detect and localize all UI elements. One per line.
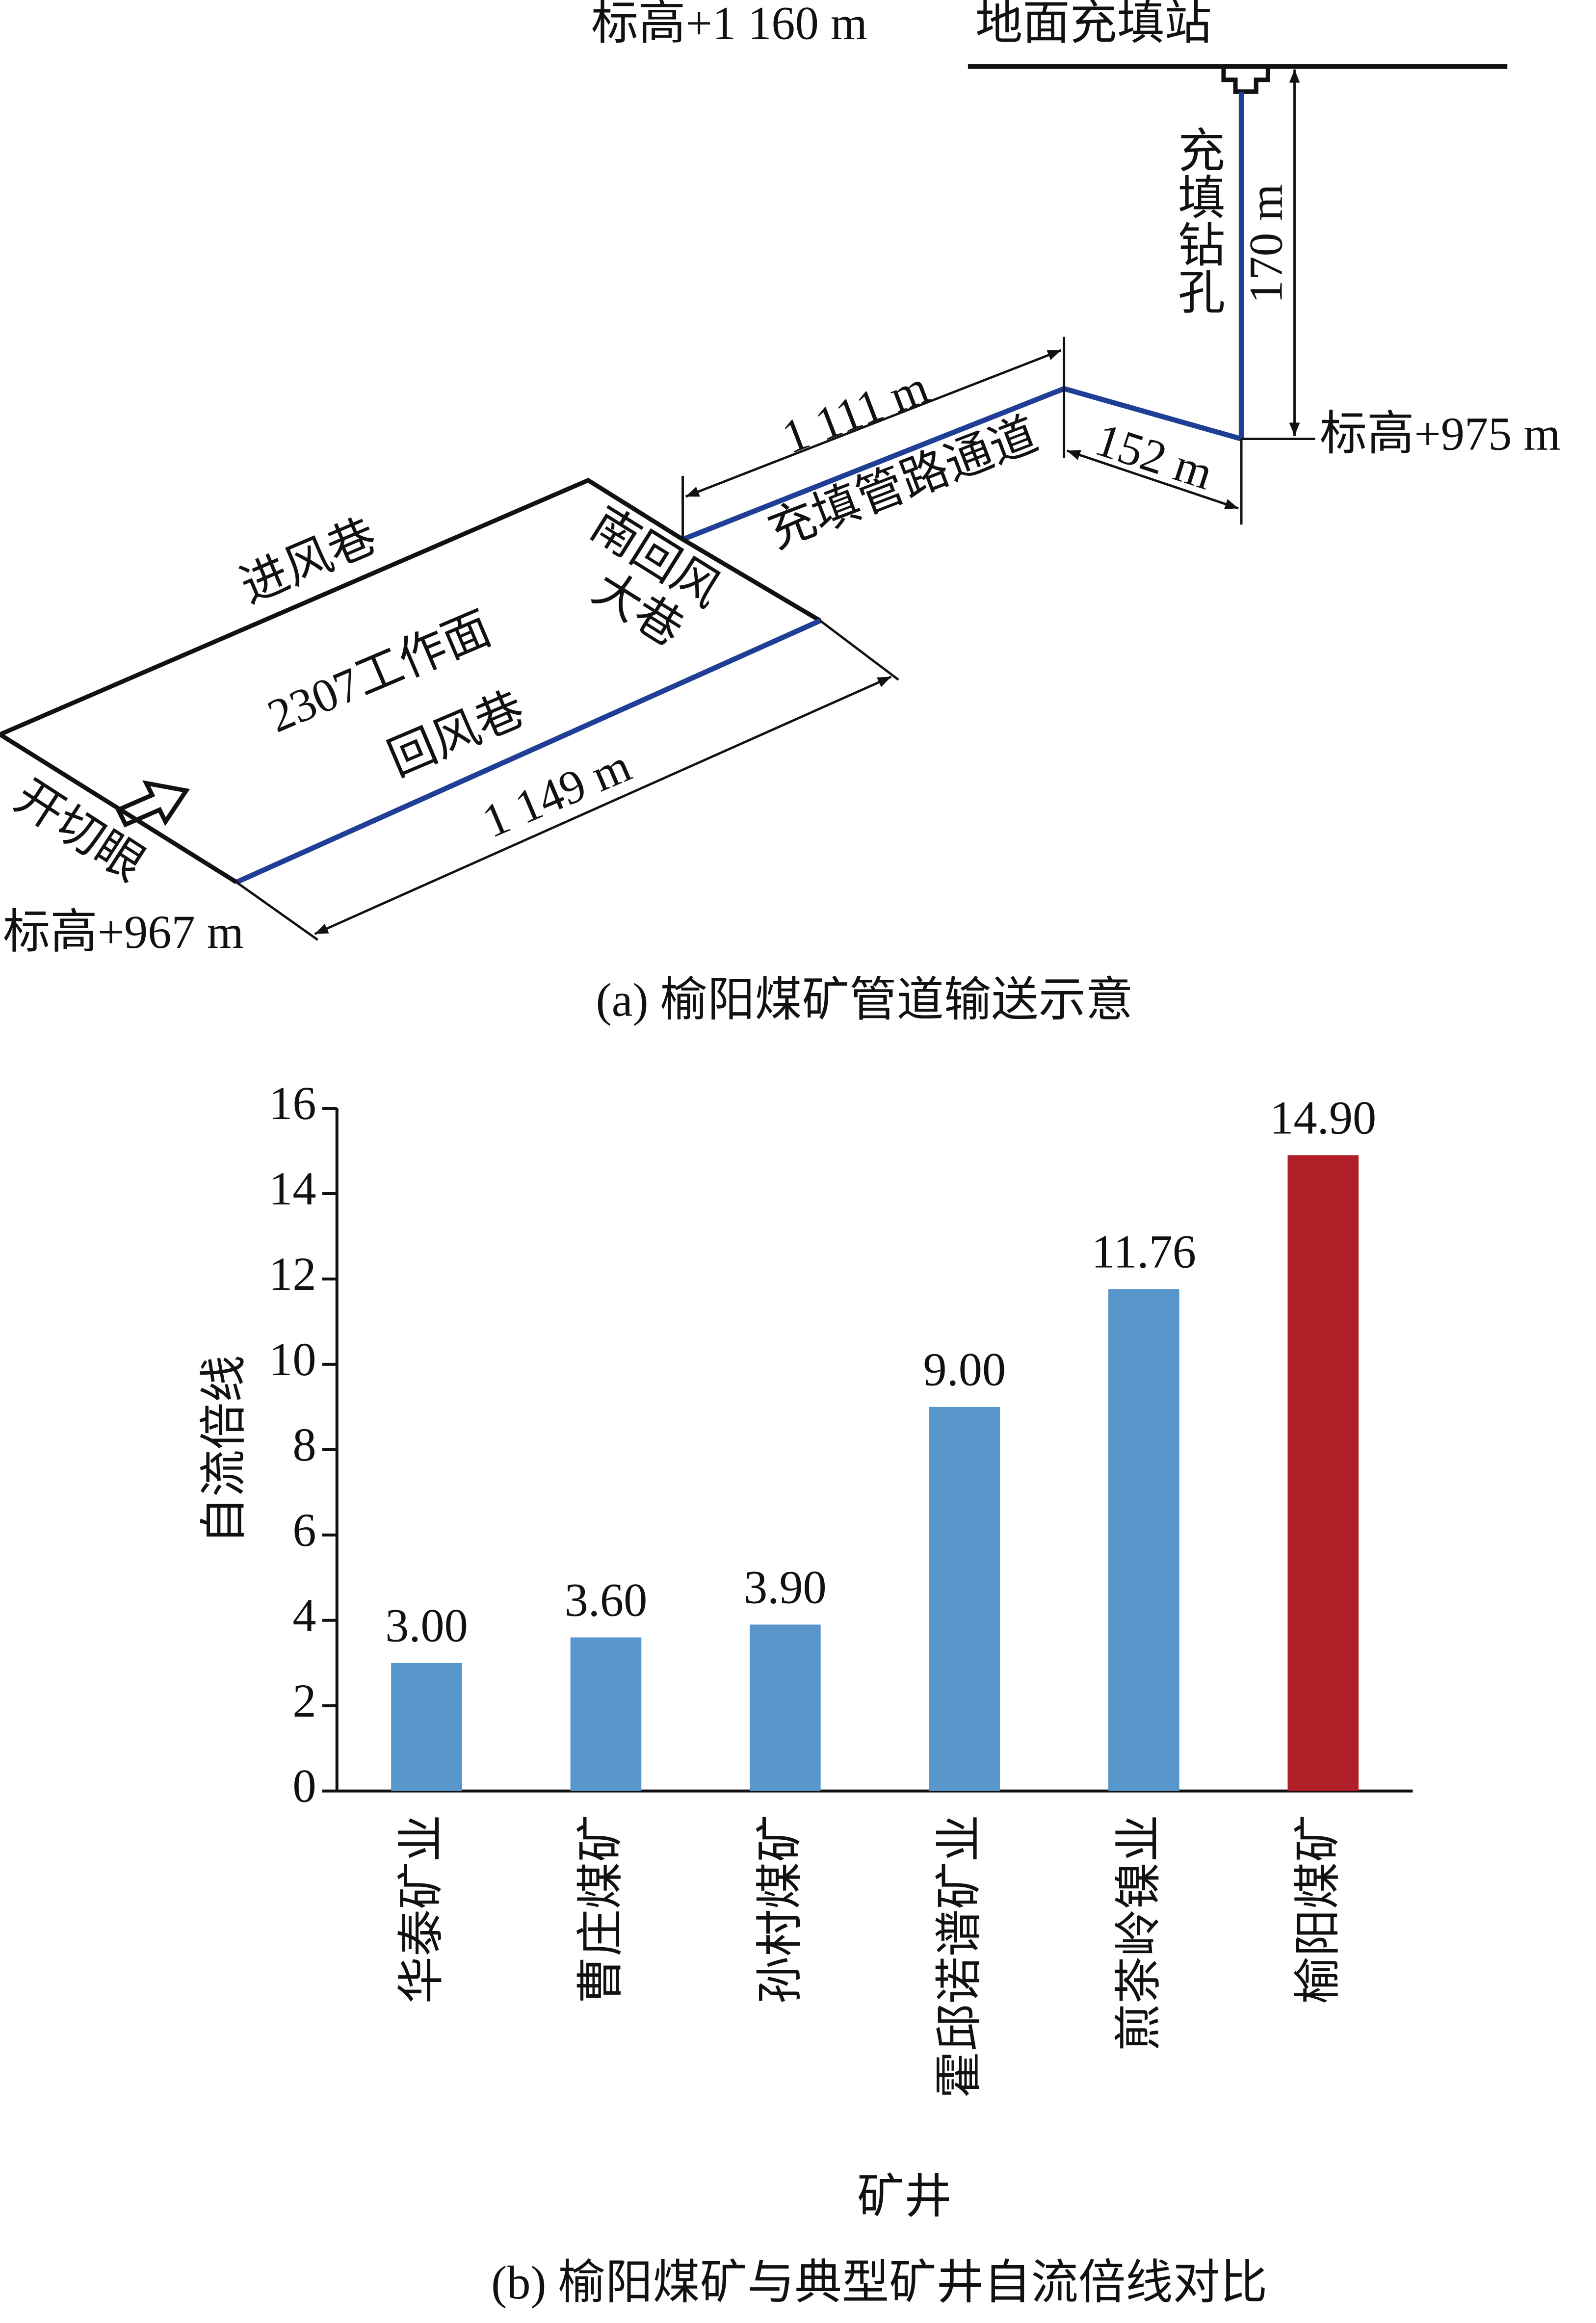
x-axis-title: 矿井 [857, 2170, 952, 2223]
x-tick-label: 霍邱诺谱矿业 [933, 1815, 986, 2098]
borehole-label: 充填钻孔 [1171, 126, 1224, 315]
diagram: 标高+1 160 m 地面充填站 充填钻孔 170 m 标高+975 m 1 1… [0, 0, 1560, 1026]
y-axis-title: 自流倍线 [198, 1355, 250, 1544]
value-label: 3.00 [385, 1599, 468, 1652]
value-label: 9.00 [923, 1343, 1006, 1396]
x-tick-label: 曹庄煤矿 [575, 1815, 627, 2004]
extension-line [819, 620, 899, 681]
y-tick-label: 4 [292, 1589, 316, 1642]
depth-label: 170 m [1239, 184, 1292, 304]
chart: (b) 榆阳煤矿与典型矿井自流倍线对比 矿井 自流倍线 0 2 4 6 8 10 12 14 1… [198, 1077, 1413, 2309]
return-line [235, 618, 821, 885]
cut-label: 开切眼 [6, 770, 154, 891]
y-tick-label: 12 [269, 1248, 316, 1300]
bar [750, 1624, 821, 1791]
intake-label: 进风巷 [233, 509, 384, 613]
bar [1287, 1155, 1359, 1791]
y-tick-label: 2 [292, 1674, 316, 1727]
bar [391, 1663, 462, 1791]
y-tick-label: 16 [269, 1077, 316, 1129]
y-tick-label: 0 [292, 1760, 316, 1812]
y-tick-label: 8 [292, 1418, 316, 1471]
bar [1108, 1289, 1179, 1791]
value-label: 11.76 [1092, 1226, 1196, 1278]
elevation-label: 标高+975 m [1320, 408, 1561, 460]
caption: (b) 榆阳煤矿与典型矿井自流倍线对比 [491, 2256, 1267, 2309]
pipe-dimension [685, 349, 1062, 498]
advance-arrow [115, 780, 190, 828]
length-label: 1 149 m [475, 739, 638, 848]
south-return-line [681, 537, 821, 623]
y-tick-label: 10 [269, 1333, 316, 1385]
value-label: 3.90 [744, 1561, 827, 1613]
x-tick-label: 榆阳煤矿 [1292, 1815, 1344, 2004]
short-dimension [1066, 449, 1239, 510]
elevation-label: 标高+1 160 m [591, 0, 867, 49]
bar [570, 1637, 642, 1791]
return-dimension [314, 676, 892, 935]
value-label: 3.60 [565, 1573, 648, 1626]
y-tick-label: 6 [292, 1504, 316, 1556]
extension-line [235, 881, 318, 941]
x-tick-label: 孙村煤矿 [754, 1815, 807, 2004]
caption: (a) 榆阳煤矿管道输送示意 [596, 973, 1133, 1026]
elevation-label: 标高+967 m [3, 906, 244, 958]
y-tick-label: 14 [269, 1162, 316, 1215]
x-tick-label: 华泰矿业 [395, 1815, 448, 2004]
value-label: 14.90 [1270, 1092, 1376, 1144]
x-tick-label: 煎茶岭镍业 [1112, 1815, 1165, 2051]
station-symbol [1221, 66, 1270, 94]
return-label: 回风巷 [381, 682, 532, 786]
station-label: 地面充填站 [975, 0, 1212, 49]
bar [929, 1407, 1000, 1791]
